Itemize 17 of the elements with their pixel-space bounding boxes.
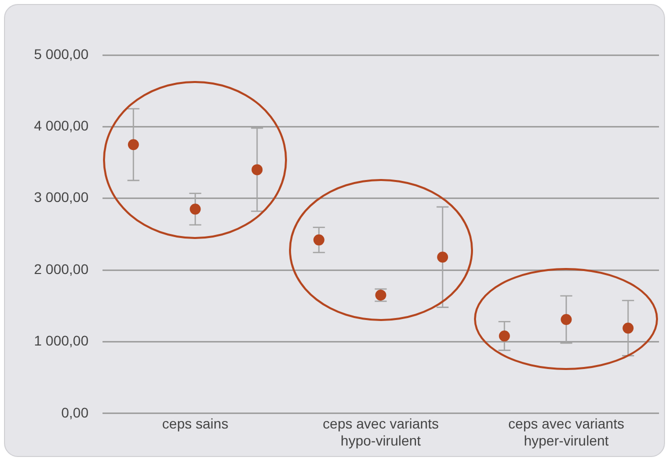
y-tick-label: 3 000,00 bbox=[34, 189, 89, 206]
point bbox=[252, 164, 263, 176]
x-tick-label: ceps sains bbox=[162, 416, 228, 432]
point bbox=[128, 139, 139, 150]
y-tick-label: 2 000,00 bbox=[34, 260, 89, 277]
point bbox=[498, 330, 510, 342]
point bbox=[190, 204, 201, 215]
point bbox=[560, 314, 572, 325]
point bbox=[437, 252, 448, 263]
y-tick-label: 1 000,00 bbox=[34, 332, 89, 349]
point bbox=[622, 322, 634, 334]
x-tick-label: ceps avec variants hypo-virulent bbox=[322, 416, 439, 448]
y-tick-label: 5 000,00 bbox=[34, 46, 89, 62]
y-tick-label: 0,00 bbox=[61, 404, 89, 420]
y-tick-label: 4 000,00 bbox=[34, 118, 89, 134]
point bbox=[313, 234, 324, 246]
x-tick-label: ceps avec variants hyper-virulent bbox=[508, 416, 624, 448]
